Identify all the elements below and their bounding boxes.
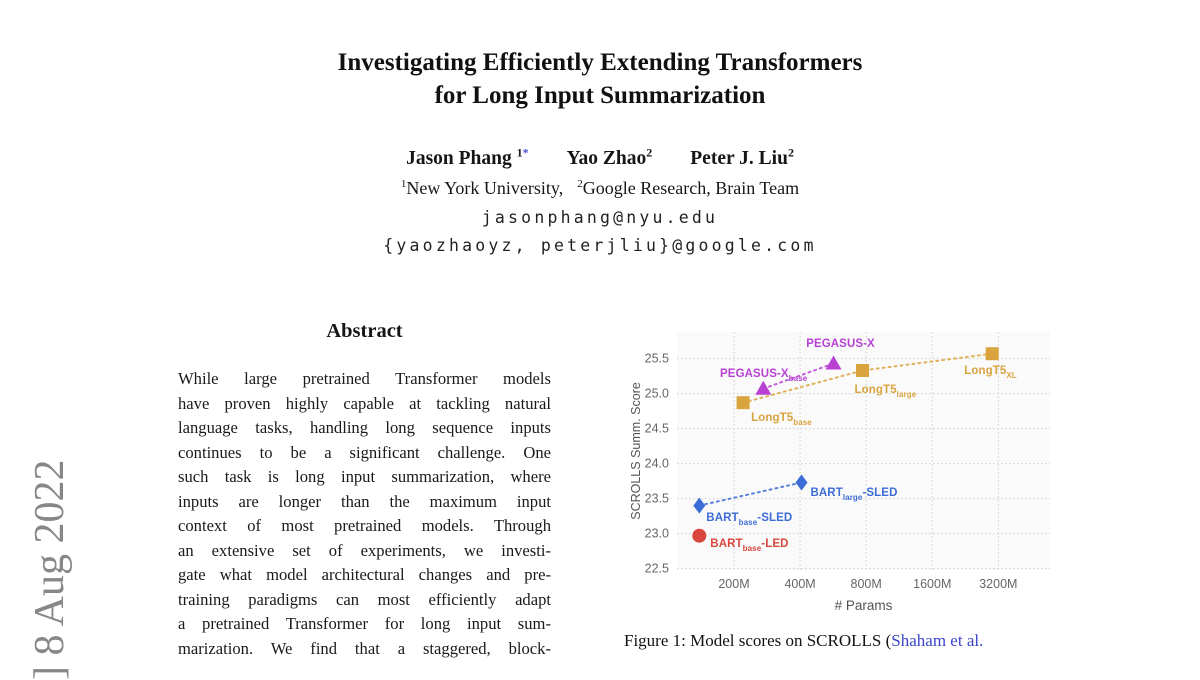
point-label-pegasus-x: PEGASUS-X bbox=[806, 338, 875, 350]
abstract-line: such task is long input summarization, w… bbox=[178, 465, 551, 490]
point-label-pegasus-xbase: PEGASUS-Xbase bbox=[720, 368, 807, 382]
abstract-line: inputs are longer than the maximum input bbox=[178, 490, 551, 515]
paper-title-line2: for Long Input Summarization bbox=[0, 79, 1200, 112]
svg-text:22.5: 22.5 bbox=[645, 562, 669, 576]
point-label-longt5xl: LongT5XL bbox=[964, 365, 1017, 379]
abstract-body: While large pretrained Transformer model… bbox=[178, 367, 551, 661]
abstract-line: context of most pretrained models. Throu… bbox=[178, 514, 551, 539]
svg-text:25.0: 25.0 bbox=[645, 387, 669, 401]
abstract-line: gate what model architectural changes an… bbox=[178, 563, 551, 588]
point-label-bartlarge-sled: BARTlarge-SLED bbox=[811, 487, 898, 501]
abstract-line: While large pretrained Transformer model… bbox=[178, 367, 551, 392]
abstract-line: have proven highly capable at tackling n… bbox=[178, 392, 551, 417]
email-nyu: jasonphang@nyu.edu bbox=[0, 208, 1200, 227]
svg-text:24.5: 24.5 bbox=[645, 422, 669, 436]
svg-text:1600M: 1600M bbox=[913, 577, 951, 591]
point-label-longt5large: LongT5large bbox=[855, 384, 917, 398]
citation-link[interactable]: Shaham et al. bbox=[891, 631, 983, 650]
figure1-caption: Figure 1: Model scores on SCROLLS (Shaha… bbox=[624, 631, 1064, 651]
author-0: Jason Phang 1* bbox=[406, 148, 529, 169]
svg-text:23.5: 23.5 bbox=[645, 492, 669, 506]
caption-text: Figure 1: Model scores on SCROLLS ( bbox=[624, 631, 891, 650]
point-label-bartbase-sled: BARTbase-SLED bbox=[706, 512, 792, 526]
abstract-line: a pretrained Transformer for long input … bbox=[178, 612, 551, 637]
y-axis-label: SCROLLS Summ. Score bbox=[629, 382, 643, 520]
paper-title: Investigating Efficiently Extending Tran… bbox=[0, 46, 1200, 112]
abstract-heading: Abstract bbox=[178, 320, 551, 343]
svg-text:23.0: 23.0 bbox=[645, 527, 669, 541]
abstract-section: Abstract While large pretrained Transfor… bbox=[178, 320, 551, 661]
author-2: Peter J. Liu2 bbox=[690, 148, 794, 169]
abstract-line: continues to be a significant challenge.… bbox=[178, 441, 551, 466]
abstract-line: language tasks, handling long sequence i… bbox=[178, 416, 551, 441]
svg-text:24.0: 24.0 bbox=[645, 457, 669, 471]
x-axis-label: # Params bbox=[835, 598, 893, 613]
email-google: {yaozhaoyz, peterjliu}@google.com bbox=[0, 236, 1200, 255]
paper-title-line1: Investigating Efficiently Extending Tran… bbox=[0, 46, 1200, 79]
authors-row: Jason Phang 1* Yao Zhao2 Peter J. Liu2 bbox=[0, 145, 1200, 170]
figure1-chart: 200M 400M 800M 1600M 3200M 22.5 23.0 23.5 24.0 24… bbox=[628, 325, 1063, 617]
svg-text:200M: 200M bbox=[718, 577, 749, 591]
affiliations-row: 1New York University, 2Google Research, B… bbox=[0, 178, 1200, 199]
affiliation-0: 1New York University, bbox=[401, 178, 563, 198]
svg-text:400M: 400M bbox=[784, 577, 815, 591]
abstract-line: marization. We find that a staggered, bl… bbox=[178, 637, 551, 662]
affiliation-1: 2Google Research, Brain Team bbox=[577, 178, 799, 198]
svg-text:25.5: 25.5 bbox=[645, 352, 669, 366]
abstract-line: an extensive set of experiments, we inve… bbox=[178, 539, 551, 564]
point-label-bartbase-led: BARTbase-LED bbox=[710, 538, 788, 552]
svg-text:3200M: 3200M bbox=[979, 577, 1017, 591]
arxiv-watermark: ] 8 Aug 2022 bbox=[26, 460, 74, 680]
svg-text:800M: 800M bbox=[851, 577, 882, 591]
abstract-line: training paradigms can most efficiently … bbox=[178, 588, 551, 613]
author-1: Yao Zhao2 bbox=[567, 148, 653, 169]
point-label-longt5base: LongT5base bbox=[751, 412, 812, 426]
